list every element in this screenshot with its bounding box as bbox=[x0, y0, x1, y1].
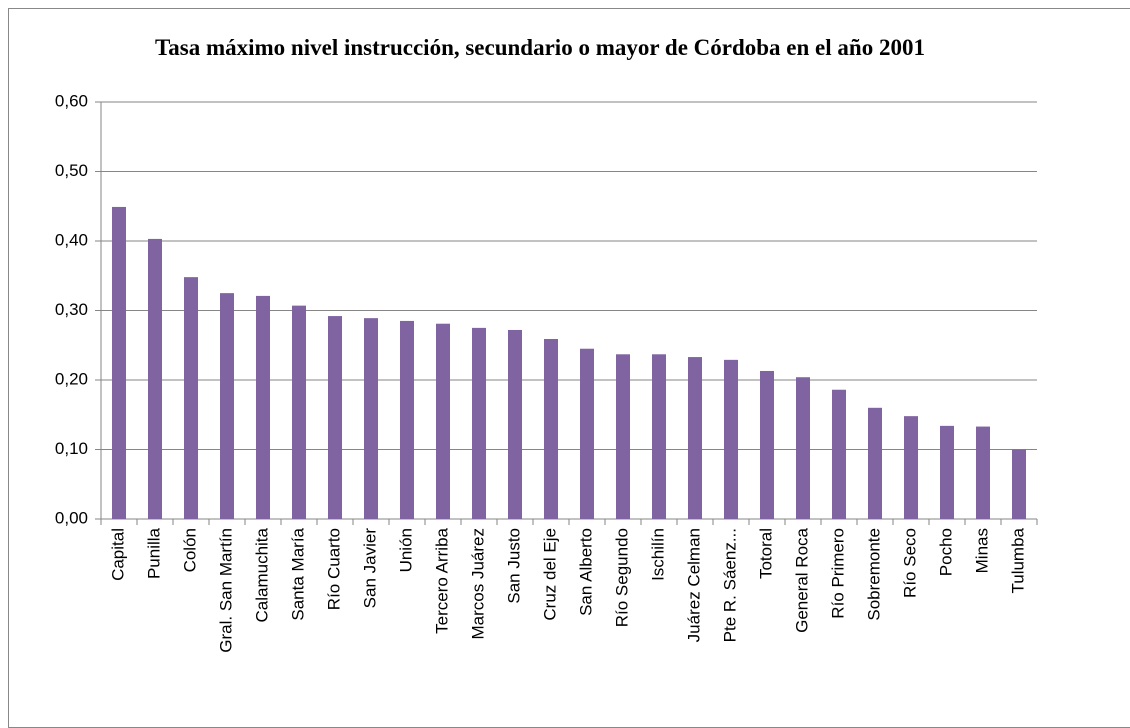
y-tick-label: 0,20 bbox=[55, 369, 88, 388]
x-tick-label: Río Cuarto bbox=[324, 528, 343, 610]
x-tick-label: San Javier bbox=[360, 528, 379, 609]
x-tick-label: Tulumba bbox=[1008, 527, 1027, 593]
bar bbox=[256, 295, 270, 519]
y-tick-label: 0,40 bbox=[55, 230, 88, 249]
bar bbox=[1012, 449, 1026, 519]
bar bbox=[544, 338, 558, 519]
x-tick-label: Totoral bbox=[756, 528, 775, 579]
bar bbox=[220, 293, 234, 519]
bar bbox=[508, 329, 522, 519]
bar bbox=[184, 277, 198, 519]
bar bbox=[436, 323, 450, 519]
bar bbox=[940, 425, 954, 519]
y-tick-label: 0,60 bbox=[55, 91, 88, 110]
x-tick-label: Unión bbox=[396, 528, 415, 572]
bar bbox=[364, 318, 378, 519]
bar bbox=[580, 348, 594, 519]
bar bbox=[292, 305, 306, 519]
x-tick-label: Tercero Arriba bbox=[432, 527, 451, 633]
chart-title: Tasa máximo nivel instrucción, secundari… bbox=[155, 35, 925, 60]
y-tick-label: 0,00 bbox=[55, 508, 88, 527]
y-tick-label: 0,10 bbox=[55, 439, 88, 458]
bar bbox=[868, 407, 882, 519]
x-tick-label: Ischilín bbox=[648, 528, 667, 581]
bar bbox=[400, 320, 414, 519]
bar bbox=[328, 316, 342, 519]
x-tick-label: Río Seco bbox=[900, 528, 919, 598]
x-tick-label: Capital bbox=[108, 528, 127, 581]
x-tick-label: Sobremonte bbox=[864, 528, 883, 621]
x-tick-label: Cruz del Eje bbox=[540, 528, 559, 621]
x-tick-label: Colón bbox=[180, 528, 199, 572]
bar bbox=[616, 354, 630, 519]
x-tick-label: Punilla bbox=[144, 527, 163, 579]
bar bbox=[976, 426, 990, 519]
x-tick-label: Santa María bbox=[288, 527, 307, 620]
x-tick-label: Gral. San Martín bbox=[216, 528, 235, 653]
y-tick-label: 0,50 bbox=[55, 161, 88, 180]
x-tick-label: San Justo bbox=[504, 528, 523, 604]
x-tick-label: General Roca bbox=[792, 527, 811, 632]
bar bbox=[904, 416, 918, 519]
bar bbox=[796, 377, 810, 519]
x-tick-label: Calamuchita bbox=[252, 527, 271, 622]
x-tick-label: Pte R. Sáenz... bbox=[720, 528, 739, 642]
y-tick-label: 0,30 bbox=[55, 300, 88, 319]
bar bbox=[112, 206, 126, 519]
bar bbox=[688, 357, 702, 519]
bar bbox=[760, 370, 774, 519]
bar bbox=[148, 238, 162, 520]
x-tick-label: Pocho bbox=[936, 528, 955, 576]
bar bbox=[832, 389, 846, 519]
x-tick-label: Marcos Juárez bbox=[468, 528, 487, 639]
bar bbox=[724, 359, 738, 519]
x-tick-label: Río Primero bbox=[828, 528, 847, 619]
x-tick-label: Juárez Celman bbox=[684, 528, 703, 642]
bar bbox=[652, 354, 666, 519]
bar bbox=[472, 327, 486, 519]
x-tick-label: Minas bbox=[972, 528, 991, 573]
x-tick-label: San Alberto bbox=[576, 528, 595, 616]
x-tick-label: Río Segundo bbox=[612, 528, 631, 627]
